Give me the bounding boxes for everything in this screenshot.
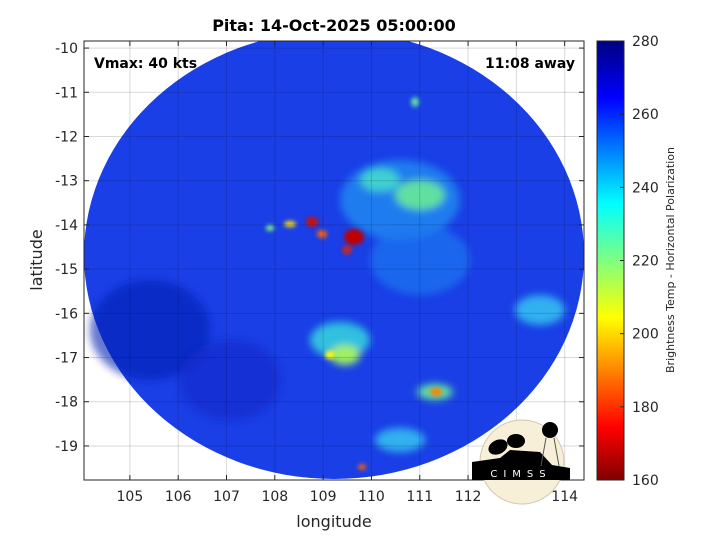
grid [84,41,584,480]
y-tick-label: -16 [55,306,78,322]
y-tick-label: -10 [55,41,78,57]
colorbar-tick-label: 260 [632,107,659,123]
y-tick-label: -13 [55,174,78,190]
logo-text: CIMSS [490,469,551,480]
x-tick-label: 105 [117,489,144,505]
x-tick-label: 111 [406,489,433,505]
colorbar-label: Brightness Temp - Horizontal Polarizatio… [664,147,677,373]
convective-core [306,217,318,227]
vmax-annotation: Vmax: 40 kts [94,56,197,72]
y-tick-label: -12 [55,129,78,145]
colorbar-tick-label: 200 [632,327,659,343]
distance-annotation: 11:08 away [485,56,575,72]
colorbar-tick-label: 180 [632,400,659,416]
x-tick-label: 112 [455,489,482,505]
colorbar-ticks: 160 180 200 220 240 260 280 [620,34,659,489]
y-ticks: -10 -11 -12 -13 -14 -15 -16 -17 -18 -19 [55,41,584,455]
y-tick-label: -15 [55,262,78,278]
chart-title: Pita: 14-Oct-2025 05:00:00 [212,16,456,35]
x-tick-label: 110 [358,489,385,505]
y-tick-label: -11 [55,85,78,101]
colorbar-tick-label: 160 [632,473,659,489]
y-tick-label: -17 [55,351,78,367]
y-axis-label: latitude [27,229,46,290]
colorbar-tick-label: 240 [632,180,659,196]
x-tick-label: 114 [551,489,578,505]
cimss-logo: CIMSS [472,419,570,505]
y-tick-label: -14 [55,218,78,234]
colorbar-tick-label: 280 [632,34,659,50]
colorbar-tick-label: 220 [632,254,659,270]
y-tick-label: -19 [55,439,78,455]
convective-core [344,229,364,245]
x-tick-label: 108 [261,489,288,505]
x-axis-label: longitude [296,512,371,531]
colorbar [596,40,625,481]
swath-background [84,41,584,479]
x-tick-label: 106 [165,489,192,505]
swath [84,41,584,479]
y-tick-label: -18 [55,395,78,411]
x-tick-label: 109 [310,489,337,505]
x-tick-label: 107 [213,489,240,505]
axes-box [83,40,585,481]
